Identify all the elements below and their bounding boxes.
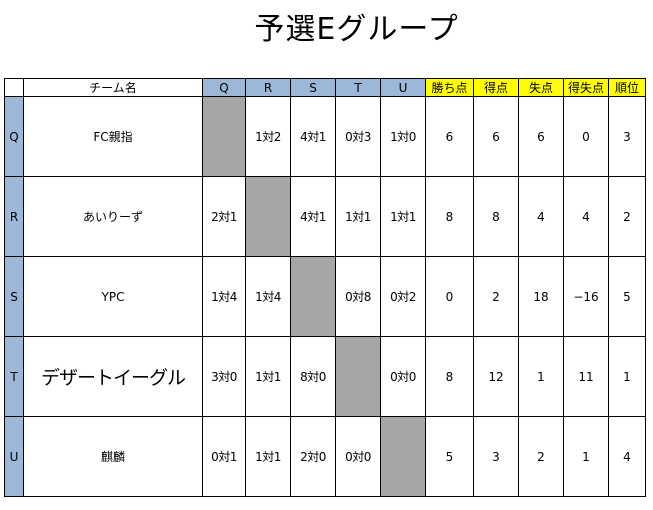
points-header: 勝ち点 — [425, 78, 474, 97]
opponent-header-q: Q — [202, 78, 246, 97]
goals-against-value: 4 — [518, 176, 564, 257]
rank-header: 順位 — [608, 78, 646, 97]
goal-diff-value: 11 — [563, 336, 609, 417]
team-row-q: Q FC親指 1対2 4対1 0対3 1対0 6 6 6 0 3 — [4, 96, 646, 177]
match-result: 0対8 — [335, 256, 381, 337]
team-row-u: U 麒麟 0対1 1対1 2対0 0対0 5 3 2 1 4 — [4, 416, 646, 497]
rank-value: 3 — [608, 96, 646, 177]
self-match-cell — [335, 336, 381, 417]
match-result: 4対1 — [290, 96, 336, 177]
goals-against-header: 失点 — [518, 78, 564, 97]
row-code: T — [4, 336, 24, 417]
match-result: 1対1 — [245, 336, 291, 417]
rank-value: 4 — [608, 416, 646, 497]
self-match-cell — [245, 176, 291, 257]
goals-for-value: 12 — [473, 336, 519, 417]
row-code: R — [4, 176, 24, 257]
match-result: 1対1 — [335, 176, 381, 257]
match-result: 1対1 — [380, 176, 426, 257]
team-name: YPC — [23, 256, 203, 337]
page-title: 予選Eグループ — [254, 12, 459, 47]
match-result: 1対2 — [245, 96, 291, 177]
standings-table: チーム名 Q R S T U 勝ち点 得点 失点 得失点 順位 Q FC親指 1… — [4, 78, 646, 497]
points-value: 6 — [425, 96, 474, 177]
match-result: 2対1 — [202, 176, 246, 257]
team-name: 麒麟 — [23, 416, 203, 497]
goal-diff-value: 0 — [563, 96, 609, 177]
self-match-cell — [202, 96, 246, 177]
team-row-r: R あいりーず 2対1 4対1 1対1 1対1 8 8 4 4 2 — [4, 176, 646, 257]
match-result: 1対4 — [245, 256, 291, 337]
match-result: 0対1 — [202, 416, 246, 497]
match-result: 0対0 — [335, 416, 381, 497]
team-name: FC親指 — [23, 96, 203, 177]
opponent-header-u: U — [380, 78, 426, 97]
points-value: 8 — [425, 176, 474, 257]
goals-for-value: 2 — [473, 256, 519, 337]
goals-against-value: 2 — [518, 416, 564, 497]
match-result: 1対0 — [380, 96, 426, 177]
header-row: チーム名 Q R S T U 勝ち点 得点 失点 得失点 順位 — [4, 78, 646, 97]
match-result: 3対0 — [202, 336, 246, 417]
team-row-t: T デザートイーグル 3対0 1対1 8対0 0対0 8 12 1 11 1 — [4, 336, 646, 417]
goals-against-value: 18 — [518, 256, 564, 337]
self-match-cell — [290, 256, 336, 337]
opponent-header-r: R — [245, 78, 291, 97]
self-match-cell — [380, 416, 426, 497]
goals-against-value: 6 — [518, 96, 564, 177]
team-name-header: チーム名 — [23, 78, 203, 97]
row-code: U — [4, 416, 24, 497]
team-name: あいりーず — [23, 176, 203, 257]
rank-value: 5 — [608, 256, 646, 337]
points-value: 5 — [425, 416, 474, 497]
team-row-s: S YPC 1対4 1対4 0対8 0対2 0 2 18 −16 5 — [4, 256, 646, 337]
goals-for-value: 8 — [473, 176, 519, 257]
opponent-header-t: T — [335, 78, 381, 97]
match-result: 0対0 — [380, 336, 426, 417]
match-result: 2対0 — [290, 416, 336, 497]
goal-diff-value: 1 — [563, 416, 609, 497]
rank-value: 2 — [608, 176, 646, 257]
opponent-header-s: S — [290, 78, 336, 97]
match-result: 1対4 — [202, 256, 246, 337]
match-result: 0対2 — [380, 256, 426, 337]
row-code: Q — [4, 96, 24, 177]
goals-for-header: 得点 — [473, 78, 519, 97]
points-value: 0 — [425, 256, 474, 337]
goals-against-value: 1 — [518, 336, 564, 417]
goal-diff-value: 4 — [563, 176, 609, 257]
match-result: 4対1 — [290, 176, 336, 257]
goals-for-value: 6 — [473, 96, 519, 177]
rank-value: 1 — [608, 336, 646, 417]
match-result: 1対1 — [245, 416, 291, 497]
corner-cell — [4, 78, 24, 97]
goals-for-value: 3 — [473, 416, 519, 497]
goal-diff-value: −16 — [563, 256, 609, 337]
row-code: S — [4, 256, 24, 337]
team-name: デザートイーグル — [23, 336, 203, 417]
goal-diff-header: 得失点 — [563, 78, 609, 97]
points-value: 8 — [425, 336, 474, 417]
match-result: 8対0 — [290, 336, 336, 417]
match-result: 0対3 — [335, 96, 381, 177]
